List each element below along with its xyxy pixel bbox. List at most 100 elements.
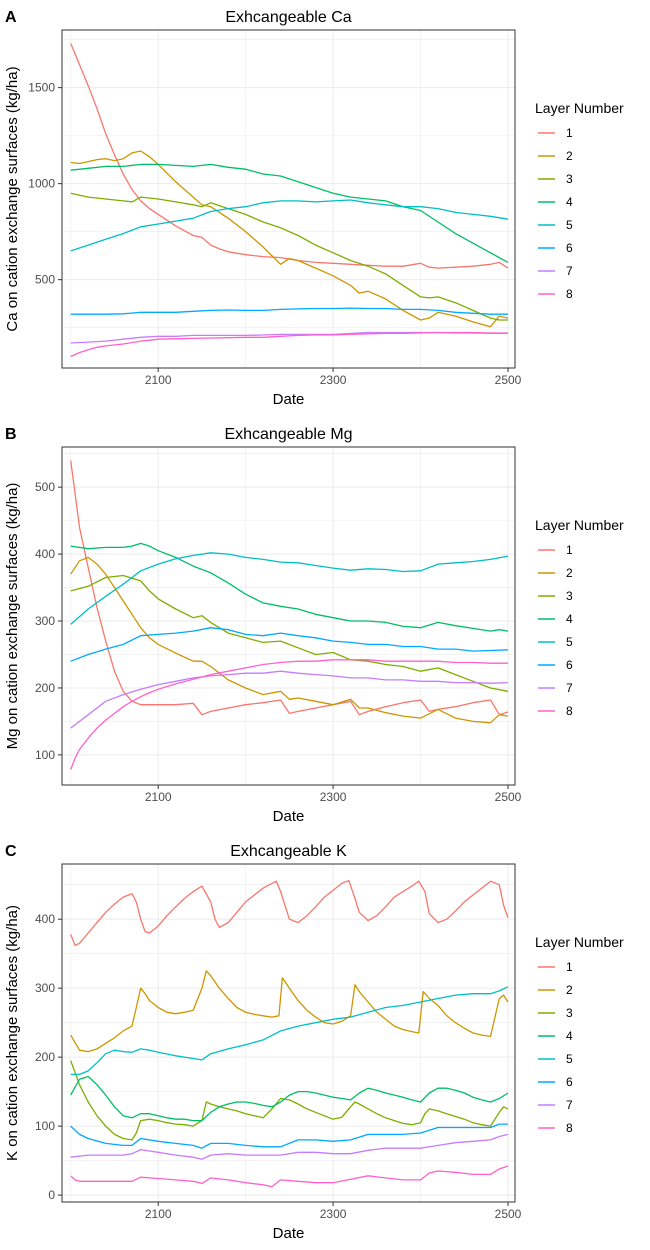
y-tick-label: 200: [35, 1050, 55, 1064]
grid: [62, 447, 515, 785]
chart-mg: 2100 2300 2500 100 200 300 400 500 Date Mg on cat…: [4, 426, 624, 825]
series-line-layer-4: [70, 542, 509, 632]
x-tick-label: 2500: [495, 1207, 522, 1221]
series-line-layer-2: [70, 556, 509, 724]
legend-label-layer-2: 2: [566, 983, 573, 997]
x-tick-label: 2500: [495, 790, 522, 804]
y-tick-label: 400: [35, 912, 55, 926]
legend-label-layer-8: 8: [566, 1121, 573, 1135]
legend-label-layer-3: 3: [566, 1006, 573, 1020]
panel-ca: 2100 2300 2500 500 1000 1500 Date Ca on cation …: [0, 0, 650, 415]
x-tick-label: 2300: [320, 790, 347, 804]
legend-label-layer-6: 6: [566, 658, 573, 672]
x-tick-label: 2500: [495, 373, 522, 387]
chart-k: 2100 2300 2500 0 100 200 300 400 Date K on cation…: [4, 843, 624, 1242]
x-tick-label: 2300: [320, 1207, 347, 1221]
legend-label-layer-5: 5: [566, 635, 573, 649]
y-axis-label: K on cation exchange surfaces (kg/ha): [4, 905, 21, 1161]
series-line-layer-4: [70, 163, 509, 263]
x-tick-label: 2100: [145, 373, 172, 387]
legend-label-layer-8: 8: [566, 287, 573, 301]
plot-area: [62, 30, 515, 368]
x-tick-label: 2100: [145, 1207, 172, 1221]
legend-label-layer-7: 7: [566, 681, 573, 695]
series-line-layer-3: [70, 574, 509, 692]
panel-k: 2100 2300 2500 0 100 200 300 400 Date K on cation…: [0, 834, 650, 1249]
legend-label-layer-6: 6: [566, 1075, 573, 1089]
y-axis-label: Ca on cation exchange surfaces (kg/ha): [4, 66, 21, 331]
series-line-layer-5: [70, 199, 509, 252]
panel-label: B: [5, 426, 17, 443]
y-tick-label: 1500: [28, 81, 55, 95]
legend-label-layer-1: 1: [566, 126, 573, 140]
legend-label-layer-7: 7: [566, 264, 573, 278]
panel-mg: 2100 2300 2500 100 200 300 400 500 Date Mg on cat…: [0, 417, 650, 832]
x-tick-label: 2100: [145, 790, 172, 804]
legend-label-layer-6: 6: [566, 241, 573, 255]
y-tick-label: 1000: [28, 177, 55, 191]
series-line-layer-8: [70, 331, 508, 358]
series-line-layer-1: [70, 460, 509, 716]
panel-border: [61, 446, 516, 786]
y-tick-label: 400: [35, 547, 55, 561]
series-group: [70, 43, 509, 358]
x-axis-label: Date: [273, 808, 305, 825]
y-tick-label: 100: [35, 748, 55, 762]
chart-title: Exhcangeable Mg: [224, 426, 352, 443]
legend: Layer Number 1 2 3 4 5 6 7 8: [535, 100, 624, 301]
chart-title: Exhcangeable Ca: [225, 9, 351, 26]
series-line-layer-1: [70, 879, 509, 947]
legend-label-layer-4: 4: [566, 195, 573, 209]
legend-label-layer-3: 3: [566, 589, 573, 603]
series-line-layer-1: [70, 43, 509, 269]
legend-label-layer-8: 8: [566, 704, 573, 718]
grid: [62, 864, 515, 1202]
legend-label-layer-1: 1: [566, 543, 573, 557]
series-line-layer-3: [70, 1060, 509, 1141]
x-axis-label: Date: [273, 391, 305, 408]
grid: [62, 30, 515, 368]
y-tick-label: 500: [35, 273, 55, 287]
series-line-layer-7: [70, 670, 509, 729]
series-line-layer-6: [70, 307, 508, 315]
series-line-layer-8: [70, 659, 508, 770]
legend-label-layer-2: 2: [566, 149, 573, 163]
plot-area: [62, 447, 515, 785]
y-tick-label: 200: [35, 681, 55, 695]
series-line-layer-4: [70, 1075, 509, 1122]
y-tick-label: 300: [35, 614, 55, 628]
legend: Layer Number 1 2 3 4 5 6 7 8: [535, 517, 624, 718]
legend: Layer Number 1 2 3 4 5 6 7 8: [535, 934, 624, 1135]
panel-label: A: [5, 9, 17, 26]
x-tick-label: 2300: [320, 373, 347, 387]
chart-ca: 2100 2300 2500 500 1000 1500 Date Ca on cation …: [4, 9, 624, 408]
series-line-layer-7: [70, 1133, 509, 1160]
legend-label-layer-4: 4: [566, 612, 573, 626]
legend-title: Layer Number: [535, 517, 624, 533]
series-line-layer-6: [70, 627, 509, 662]
series-line-layer-2: [70, 970, 509, 1053]
series-line-layer-3: [70, 192, 508, 321]
panel-label: C: [5, 843, 17, 860]
axes: 2100 2300 2500 500 1000 1500: [28, 81, 521, 387]
y-tick-label: 500: [35, 480, 55, 494]
legend-label-layer-3: 3: [566, 172, 573, 186]
legend-label-layer-4: 4: [566, 1029, 573, 1043]
series-line-layer-5: [70, 986, 509, 1076]
y-tick-label: 0: [48, 1188, 55, 1202]
legend-label-layer-1: 1: [566, 960, 573, 974]
y-axis-label: Mg on cation exchange surfaces (kg/ha): [4, 483, 21, 750]
legend-label-layer-5: 5: [566, 1052, 573, 1066]
legend-label-layer-7: 7: [566, 1098, 573, 1112]
series-line-layer-6: [70, 1123, 508, 1149]
chart-title: Exhcangeable K: [230, 843, 347, 860]
legend-label-layer-5: 5: [566, 218, 573, 232]
series-group: [70, 460, 509, 770]
y-tick-label: 300: [35, 981, 55, 995]
axes: 2100 2300 2500 100 200 300 400 500: [35, 480, 522, 804]
x-axis-label: Date: [273, 1225, 305, 1242]
panel-border: [61, 29, 516, 369]
series-group: [70, 879, 509, 1188]
legend-label-layer-2: 2: [566, 566, 573, 580]
